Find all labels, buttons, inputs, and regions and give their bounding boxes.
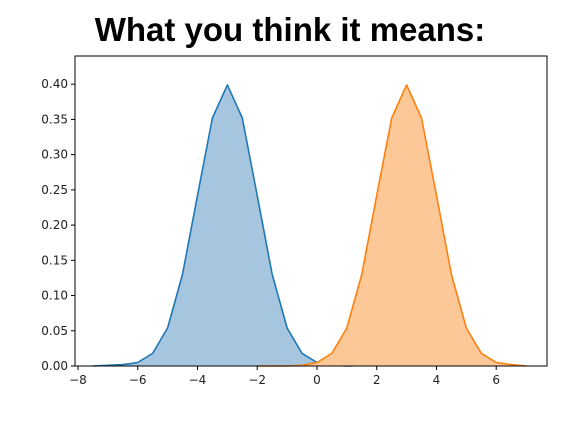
x-axis: −8 −6 −4 −2 0 2 4 6	[69, 366, 500, 387]
y-tick-label: 0.25	[41, 183, 68, 197]
x-tick-label: −4	[189, 373, 207, 387]
y-tick-label: 0.40	[41, 77, 68, 91]
axes-frame	[74, 55, 548, 367]
y-tick-label: 0.30	[41, 148, 68, 162]
y-tick-label: 0.20	[41, 218, 68, 232]
series-2-fill	[257, 84, 527, 367]
y-tick-label: 0.05	[41, 324, 68, 338]
x-tick-label: −2	[248, 373, 266, 387]
x-tick-label: 2	[373, 373, 381, 387]
x-tick-label: 4	[433, 373, 441, 387]
y-tick-label: 0.10	[41, 289, 68, 303]
x-tick-label: 6	[492, 373, 500, 387]
plot-area	[92, 84, 527, 367]
series-1-fill	[92, 84, 353, 367]
series-2-line	[257, 84, 527, 367]
chart-title: What you think it means:	[95, 11, 486, 48]
y-axis: 0.00 0.05 0.10 0.15 0.20 0.25 0.30 0.35 0.40	[41, 77, 75, 373]
y-tick-label: 0.15	[41, 253, 68, 267]
x-tick-label: 0	[313, 373, 321, 387]
y-tick-label: 0.35	[41, 112, 68, 126]
x-tick-label: −8	[69, 373, 87, 387]
x-tick-label: −6	[129, 373, 147, 387]
y-tick-label: 0.00	[41, 359, 68, 373]
